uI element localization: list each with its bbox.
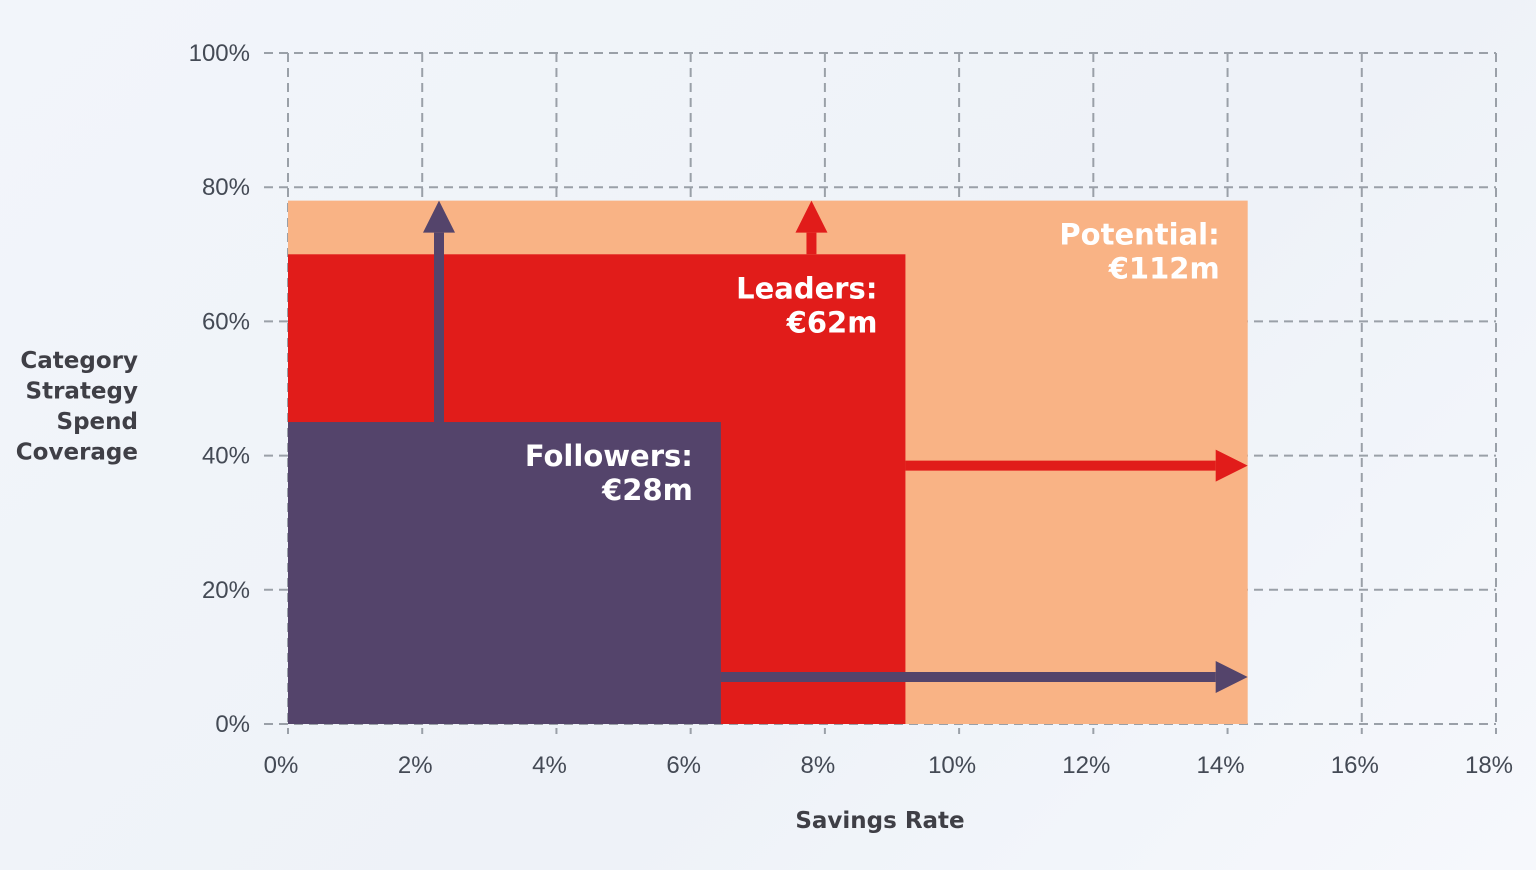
leaders-savings-arrow-head xyxy=(1215,449,1248,482)
x-tick-label: 0% xyxy=(264,752,299,779)
x-tick-label: 6% xyxy=(666,752,701,779)
followers-savings-arrow xyxy=(720,661,1248,694)
x-tick-label: 16% xyxy=(1331,752,1379,779)
leaders-label: Leaders: xyxy=(736,271,877,305)
y-axis-title-line: Spend xyxy=(57,409,138,435)
x-tick-label: 10% xyxy=(928,752,976,779)
leaders-coverage-arrow-head xyxy=(795,200,828,233)
followers-value-label: €28m xyxy=(601,473,693,507)
potential-label: Potential: xyxy=(1059,218,1219,252)
leaders-savings-arrow xyxy=(905,449,1248,482)
y-axis-title: Category Strategy Spend Coverage xyxy=(16,348,138,466)
y-tick-label: 0% xyxy=(215,711,250,738)
y-tick-label: 40% xyxy=(202,443,250,470)
y-axis-title-line: Strategy xyxy=(26,379,138,405)
leaders-value-label: €62m xyxy=(786,305,878,339)
potential-value-label: €112m xyxy=(1108,252,1220,286)
y-axis-title-line: Category xyxy=(20,348,138,374)
followers-label: Followers: xyxy=(525,439,693,473)
y-tick-label: 80% xyxy=(202,174,250,201)
followers-region xyxy=(288,422,721,724)
x-tick-label: 4% xyxy=(532,752,567,779)
y-tick-label: 60% xyxy=(202,308,250,335)
region-labels: Potential:€112m Leaders:€62m Followers:€28… xyxy=(525,218,1220,507)
ticks: 0% 2% 4% 6% 8% 10% 12% 14% 16% 18% 0% 20% 40% 60% 80% 1… xyxy=(189,40,1513,779)
x-tick-label: 8% xyxy=(801,752,836,779)
x-tick-label: 12% xyxy=(1062,752,1110,779)
y-tick-label: 20% xyxy=(202,577,250,604)
arrows xyxy=(423,200,1248,694)
followers-savings-arrow-head xyxy=(1215,661,1248,694)
x-axis-title: Savings Rate xyxy=(795,808,964,834)
y-tick-label: 100% xyxy=(189,40,250,67)
followers-coverage-arrow xyxy=(423,200,455,423)
x-tick-label: 14% xyxy=(1197,752,1245,779)
followers-coverage-arrow-head xyxy=(423,200,455,233)
leaders-coverage-arrow xyxy=(795,200,828,255)
x-tick-label: 2% xyxy=(398,752,433,779)
x-tick-label: 18% xyxy=(1465,752,1513,779)
y-axis-title-line: Coverage xyxy=(16,440,138,466)
